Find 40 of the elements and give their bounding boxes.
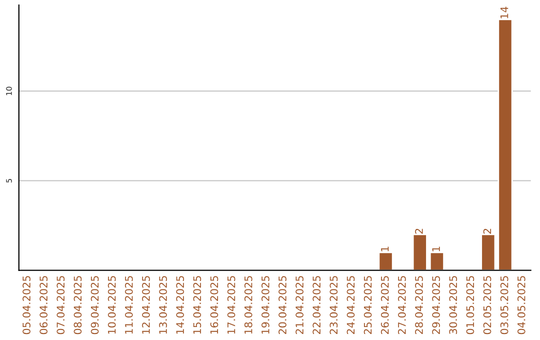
x-tick-label: 13.04.2025 [159, 276, 167, 334]
x-tick-label: 12.04.2025 [142, 276, 150, 334]
x-tick-label: 05.04.2025 [22, 276, 30, 334]
bar [429, 252, 444, 270]
x-tick-label: 02.05.2025 [483, 276, 492, 334]
x-tick-label: 23.04.2025 [330, 276, 338, 334]
x-tick-label: 22.04.2025 [312, 276, 321, 334]
x-tick-label: 06.04.2025 [40, 276, 48, 334]
x-tick-label: 28.04.2025 [415, 276, 423, 334]
x-tick-label: 18.04.2025 [244, 276, 252, 334]
x-tick-label: 24.04.2025 [346, 276, 355, 334]
x-tick-label: 17.04.2025 [227, 276, 236, 334]
x-tick-label: 16.04.2025 [210, 276, 218, 334]
x-tick-label: 01.05.2025 [466, 276, 474, 334]
x-tick-label: 10.04.2025 [108, 276, 116, 334]
x-tick-label: 15.04.2025 [193, 276, 202, 334]
data-label: 1 [432, 246, 440, 252]
bar [378, 252, 394, 270]
bar [480, 234, 496, 270]
x-tick-label: 07.04.2025 [56, 276, 65, 334]
x-tick-label: 04.05.2025 [517, 276, 526, 334]
x-tick-label: 19.04.2025 [261, 276, 270, 334]
x-tick-label: 09.04.2025 [90, 276, 99, 334]
x-tick-label: 14.04.2025 [176, 276, 184, 334]
x-tick-label: 20.04.2025 [278, 276, 286, 334]
data-label: 2 [483, 228, 492, 234]
x-tick-label: 30.04.2025 [449, 276, 458, 334]
bar [498, 18, 513, 270]
x-tick-label: 11.04.2025 [124, 276, 133, 334]
x-tick-label: 27.04.2025 [398, 276, 406, 334]
x-tick-label: 26.04.2025 [380, 276, 389, 334]
data-label: 14 [500, 6, 508, 18]
x-tick-label: 29.04.2025 [432, 276, 440, 334]
x-tick-label: 25.04.2025 [364, 276, 372, 334]
x-tick-label: 21.04.2025 [296, 276, 304, 334]
x-tick-label: 03.05.2025 [500, 276, 508, 334]
data-label: 2 [415, 228, 423, 234]
bar [412, 234, 428, 270]
x-tick-label: 08.04.2025 [74, 276, 82, 334]
data-label: 1 [381, 246, 389, 252]
